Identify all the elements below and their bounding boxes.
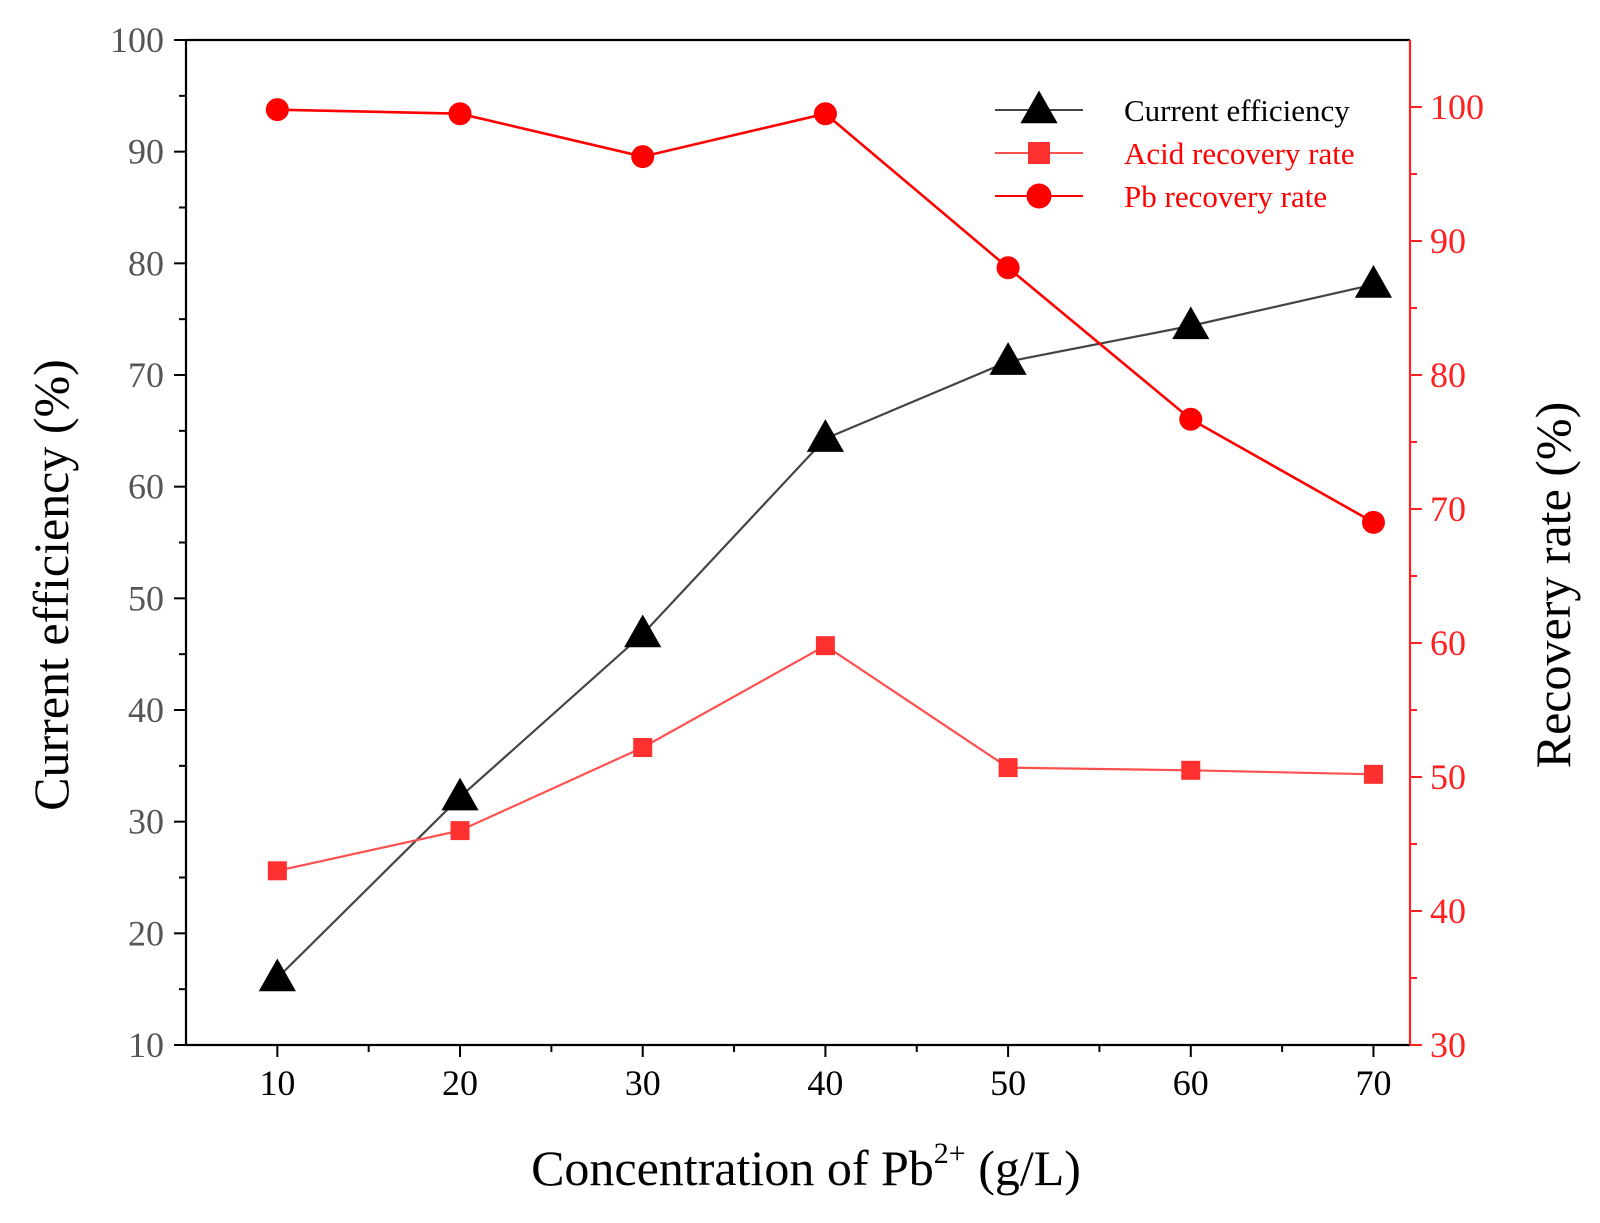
x-tick-label: 60 [1173,1063,1209,1103]
data-point [258,958,296,992]
y-left-tick-label: 20 [128,913,164,953]
data-point [267,861,287,881]
y-left-tick-label: 60 [128,467,164,507]
x-axis-title-superscript: 2+ [934,1137,966,1170]
series-triangle [258,265,1393,992]
legend-marker [1026,183,1052,209]
data-point [998,758,1018,778]
series-line [277,644,1374,872]
x-tick-label: 50 [990,1063,1026,1103]
y-left-tick-label: 40 [128,690,164,730]
legend-item: Pb recovery rate [995,179,1327,214]
series-circle [265,98,1385,534]
data-point [1179,407,1203,431]
legend-marker [1020,90,1058,124]
y-left-tick-label: 90 [128,132,164,172]
y-right-tick-label: 60 [1430,623,1466,663]
data-point [265,98,289,122]
series-square [267,636,1383,881]
y-right-tick-label: 90 [1430,221,1466,261]
data-point [996,256,1020,280]
y-left-tick-label: 50 [128,578,164,618]
x-axis-title: Concentration of Pb2+ (g/L) [531,1137,1081,1196]
y-left-tick-label: 30 [128,802,164,842]
legend-item: Acid recovery rate [995,136,1355,171]
legend: Current efficiency Acid recovery rate Pb r… [995,90,1355,214]
series-line [277,108,1375,524]
y-right-tick-label: 80 [1430,355,1466,395]
data-point [448,102,472,126]
data-point [631,145,655,169]
y-right-tick-label: 100 [1430,87,1484,127]
y-left-tick-label: 10 [128,1025,164,1065]
data-point [624,614,662,648]
data-point [1363,764,1383,784]
legend-item: Current efficiency [995,90,1350,128]
y-right-tick-label: 50 [1430,757,1466,797]
data-point [633,738,653,758]
x-axis-title-suffix: (g/L) [966,1140,1081,1196]
data-point [441,777,479,811]
data-point [1172,306,1210,340]
x-tick-label: 40 [807,1063,843,1103]
axes: 10 20 30 40 50 60 70 10 20 30 40 50 60 70 80 90 100 30 40 5… [110,20,1484,1103]
y-axis-left-title: Current efficiency (%) [23,359,79,811]
legend-marker [1028,142,1050,164]
y-right-tick-label: 30 [1430,1025,1466,1065]
x-tick-label: 20 [442,1063,478,1103]
series-layer [258,98,1393,992]
y-right-tick-label: 70 [1430,489,1466,529]
data-point [813,102,837,126]
data-point [1354,265,1393,298]
x-tick-label: 10 [259,1063,295,1103]
data-point [815,636,835,656]
data-point [1181,760,1201,780]
data-point [806,419,845,452]
legend-label: Pb recovery rate [1124,179,1327,214]
data-point [450,821,470,841]
y-left-tick-label: 100 [110,20,164,60]
x-axis-title-prefix: Concentration of Pb [531,1140,934,1196]
series-line [276,283,1374,979]
y-right-tick-label: 40 [1430,891,1466,931]
legend-label: Acid recovery rate [1124,136,1355,171]
data-point [1361,510,1385,534]
legend-label: Current efficiency [1124,93,1350,128]
x-tick-label: 30 [625,1063,661,1103]
y-axis-right-title: Recovery rate (%) [1525,402,1581,768]
y-left-tick-label: 80 [128,243,164,283]
y-left-tick-label: 70 [128,355,164,395]
data-point [989,342,1027,375]
x-tick-label: 70 [1355,1063,1391,1103]
